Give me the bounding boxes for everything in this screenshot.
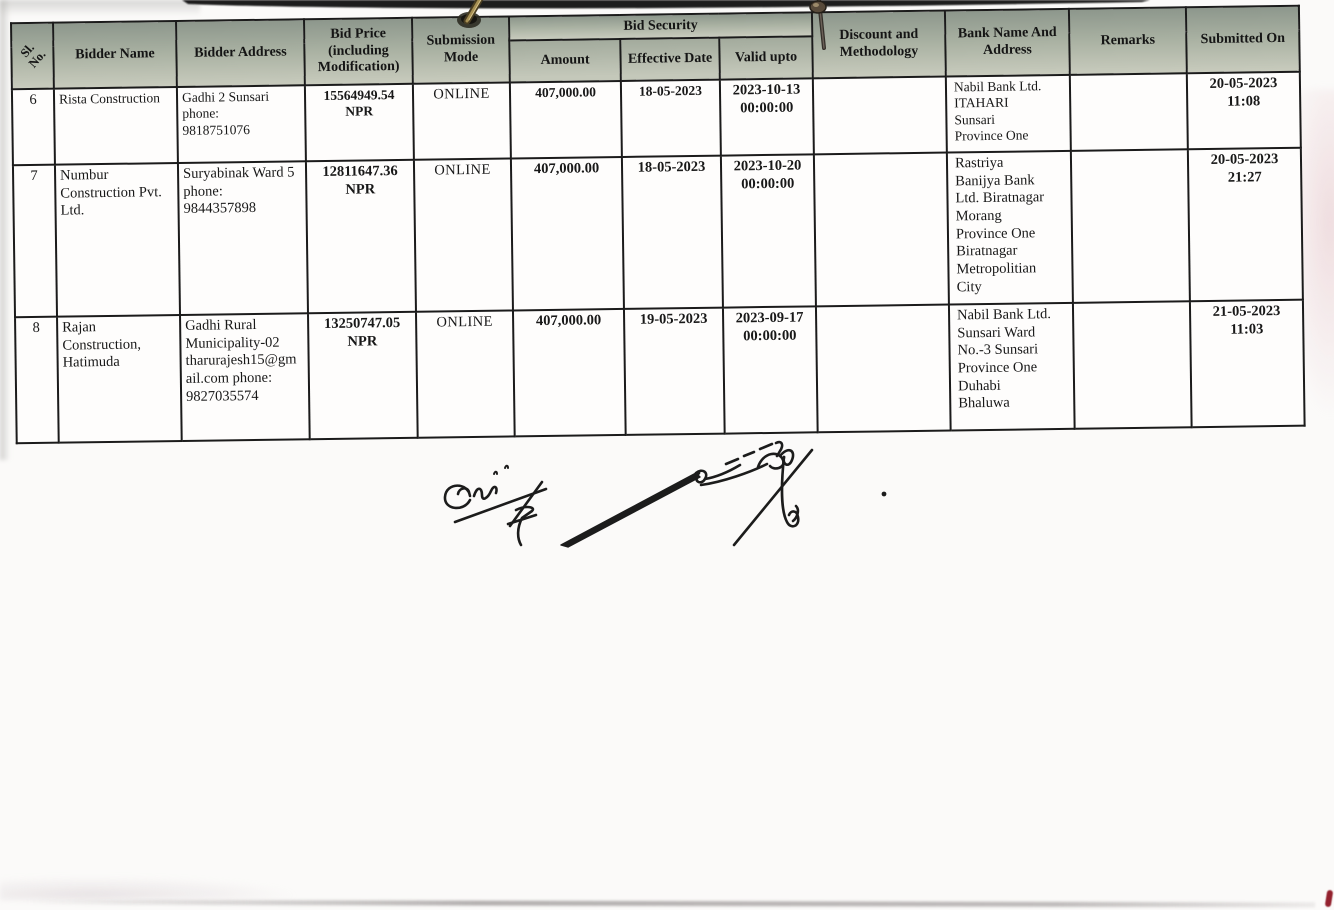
cell-sl-no: 7 [12,164,58,318]
cell-amount: 407,000.00 [509,80,622,159]
cell-bidder-name: Rajan Construction, Hatimuda [57,314,182,443]
cell-remarks [1072,301,1192,429]
cell-remarks [1070,149,1190,303]
cell-amount: 407,000.00 [512,308,626,437]
cell-bidder-name: Rista Construction [53,87,178,165]
col-header-bidder-name: Bidder Name [53,21,177,89]
cell-discount [815,304,951,433]
cell-discount [813,152,949,307]
cell-remarks [1069,73,1188,151]
cell-submission-mode: ONLINE [415,310,515,438]
bid-comparison-table: Sl. No. Bidder Name Bidder Address Bid P… [10,4,1308,445]
table-row: 8 Rajan Construction, Hatimuda Gadhi Rur… [15,299,1305,444]
cell-valid-upto: 2023-10-20 00:00:00 [720,154,816,308]
cell-submitted-on: 20-05-2023 11:08 [1186,71,1301,150]
col-header-remarks: Remarks [1068,7,1187,75]
cell-bidder-address: Gadhi 2 Sunsari phone: 9818751076 [176,85,306,163]
cell-effective-date: 18-05-2023 [621,155,723,309]
cell-bid-price: 13250747.05 NPR [307,311,418,440]
cell-sl-no: 6 [11,88,55,166]
col-header-submitted-on: Submitted On [1185,5,1300,74]
cell-sl-no: 8 [15,316,59,444]
cell-bank: Nabil Bank Ltd. ITAHARI Sunsari Province… [945,74,1071,153]
cell-discount [812,76,947,155]
col-header-effective-date: Effective Date [620,37,720,81]
scan-topleft-shadow [0,0,200,16]
cell-amount: 407,000.00 [510,156,624,311]
col-header-bank: Bank Name And Address [944,8,1070,77]
cell-bidder-address: Suryabinak Ward 5 phone: 9844357898 [177,161,308,315]
cell-submitted-on: 21-05-2023 11:03 [1189,299,1305,428]
cell-bank: Nabil Bank Ltd. Sunsari Ward No.-3 Sunsa… [948,302,1075,431]
red-edge-mark [1324,889,1334,908]
scan-bottom-smudge [0,876,300,900]
cell-bidder-address: Gadhi Rural Municipality-02 tharurajesh1… [180,313,310,441]
cell-submission-mode: ONLINE [412,82,511,160]
paper-bottom-edge-shadow [24,899,1316,908]
binder-pin-right-icon [809,0,827,50]
col-header-sl-no: Sl. No. [11,22,54,90]
cell-bid-price: 12811647.36 NPR [305,159,416,314]
binder-pin-left-icon [457,0,484,28]
dark-background-above-paper [182,0,1150,9]
cell-submitted-on: 20-05-2023 21:27 [1187,147,1303,302]
cell-effective-date: 19-05-2023 [623,307,725,435]
cell-valid-upto: 2023-09-17 00:00:00 [722,306,818,434]
scan-left-edge-shadow [0,0,10,460]
table-row: 7 Numbur Construction Pvt. Ltd. Suryabin… [12,147,1303,318]
cell-bidder-name: Numbur Construction Pvt. Ltd. [54,162,181,317]
col-header-bid-price: Bid Price (including Modification) [303,17,413,86]
col-header-bidder-address: Bidder Address [176,19,305,88]
cell-bank: Rastriya Banijya Bank Ltd. Biratnagar Mo… [946,150,1073,305]
cell-bid-price: 15564949.54 NPR [304,83,414,162]
handwritten-signature [443,440,887,548]
cell-submission-mode: ONLINE [413,158,513,312]
cell-valid-upto: 2023-10-13 00:00:00 [719,78,814,156]
cell-effective-date: 18-05-2023 [620,79,721,157]
col-header-amount: Amount [509,38,621,83]
